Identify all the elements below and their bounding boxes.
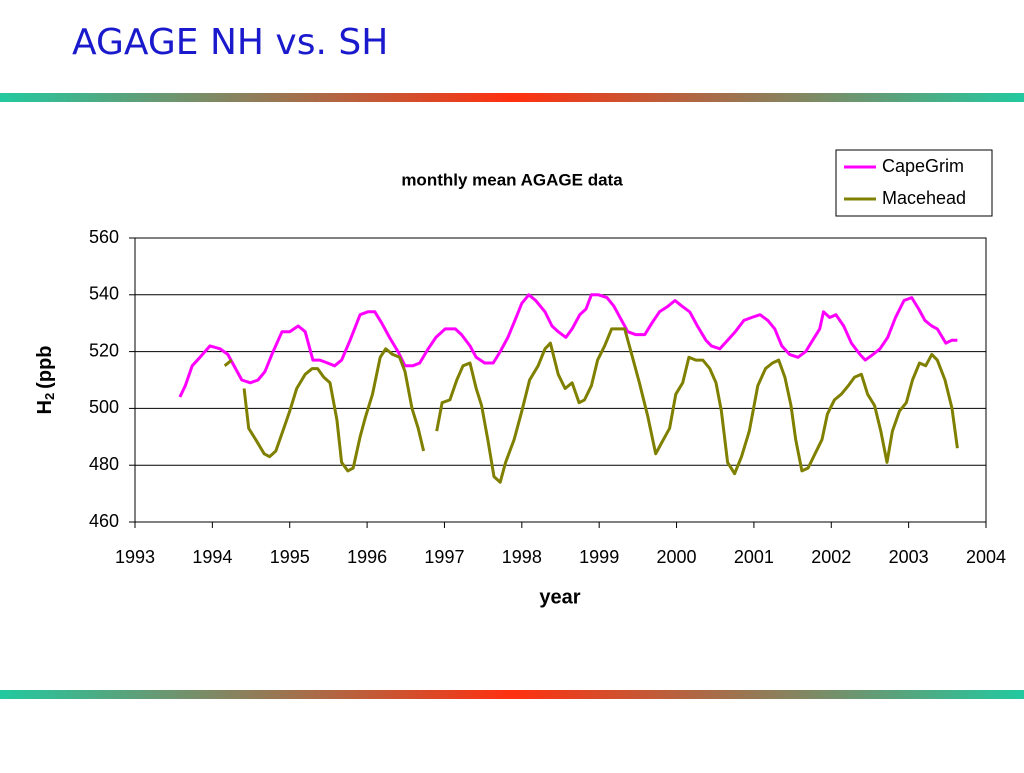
x-tick-label: 1999 (579, 547, 619, 567)
legend-box (835, 149, 993, 217)
x-tick-label: 1996 (347, 547, 387, 567)
chart-title: monthly mean AGAGE data (401, 170, 623, 189)
x-tick-label: 1997 (424, 547, 464, 567)
x-tick-label: 2002 (811, 547, 851, 567)
y-axis-label: H2 (ppb (34, 346, 57, 415)
series-line (223, 327, 959, 484)
x-axis-label: year (539, 586, 580, 608)
y-tick-label: 480 (89, 454, 119, 474)
y-tick-label: 460 (89, 511, 119, 531)
x-tick-label: 2001 (734, 547, 774, 567)
y-label-sub: 2 (42, 393, 57, 400)
x-tick-label: 1995 (270, 547, 310, 567)
y-tick-label: 540 (89, 284, 119, 304)
y-label-main: H (34, 400, 56, 414)
x-tick-label: 1993 (115, 547, 155, 567)
x-tick-label: 2003 (889, 547, 929, 567)
legend-label: CapeGrim (882, 156, 964, 176)
legend-label: Macehead (882, 188, 966, 208)
y-label-rest: (ppb (34, 346, 56, 389)
x-tick-label: 2004 (966, 547, 1006, 567)
y-tick-label: 560 (89, 227, 119, 247)
y-tick-label: 500 (89, 397, 119, 417)
y-tick-label: 520 (89, 340, 119, 360)
series-line (178, 293, 958, 398)
divider (0, 93, 1024, 102)
x-tick-label: 1994 (192, 547, 232, 567)
x-tick-label: 1998 (502, 547, 542, 567)
x-tick-label: 2000 (657, 547, 697, 567)
plot: 460 480 500 520 540 560 1993 1994 1995 1996 1997 19… (89, 149, 1006, 567)
divider (0, 690, 1024, 699)
slide-title: AGAGE NH vs. SH (72, 22, 388, 63)
